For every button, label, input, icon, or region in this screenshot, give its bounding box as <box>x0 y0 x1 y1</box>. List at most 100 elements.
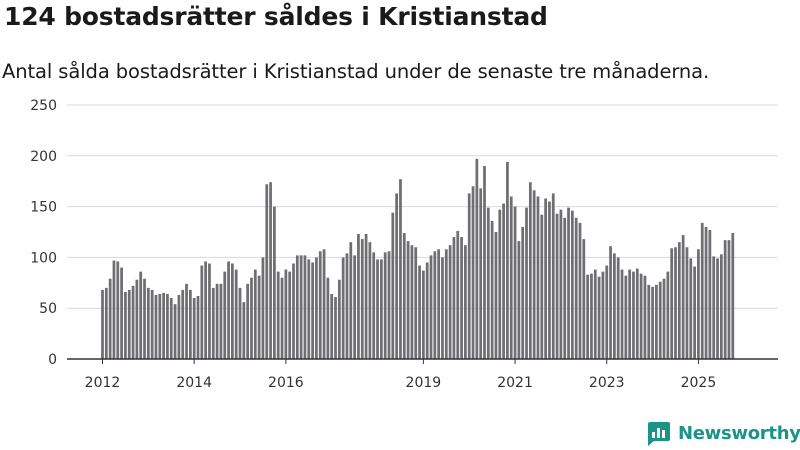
bar <box>315 257 318 359</box>
bar <box>540 214 544 359</box>
y-tick-label: 200 <box>30 149 57 165</box>
bar <box>341 257 345 359</box>
bar <box>486 207 490 359</box>
bar <box>429 255 433 359</box>
bar <box>616 257 620 359</box>
bar <box>139 271 143 359</box>
bar <box>525 207 528 359</box>
bar <box>177 294 181 359</box>
bar <box>349 242 353 359</box>
bar <box>597 276 601 359</box>
bar <box>567 207 570 359</box>
y-tick-label: 250 <box>30 98 57 114</box>
newsworthy-brand: Newsworthy <box>645 420 800 446</box>
bar <box>410 245 414 359</box>
bar <box>284 269 288 359</box>
bar <box>689 258 693 359</box>
bar <box>464 245 467 359</box>
bar <box>104 287 108 359</box>
bar <box>460 237 463 359</box>
bar <box>456 230 460 359</box>
bar <box>502 203 505 359</box>
bar <box>334 297 337 359</box>
bar <box>723 240 727 359</box>
bar <box>368 242 372 359</box>
bar <box>250 277 253 359</box>
bar <box>181 289 185 359</box>
bar <box>292 263 295 359</box>
bar <box>219 283 223 359</box>
bar <box>578 222 582 359</box>
bar <box>441 257 444 359</box>
bar <box>238 287 242 359</box>
bar <box>662 278 666 359</box>
bar <box>127 289 131 359</box>
bar <box>609 246 612 359</box>
bar <box>605 265 609 359</box>
bar <box>475 158 479 359</box>
bars <box>101 158 735 359</box>
bar <box>559 209 563 359</box>
bar <box>112 260 116 359</box>
bar <box>135 279 139 359</box>
bar <box>124 291 127 359</box>
bar <box>360 239 364 359</box>
bar <box>670 248 674 359</box>
bar <box>345 253 349 359</box>
bar <box>326 277 330 359</box>
bar <box>521 226 525 359</box>
bar <box>330 293 334 359</box>
bar <box>322 249 326 359</box>
bar <box>146 287 150 359</box>
bar <box>593 269 597 359</box>
bar <box>223 271 227 359</box>
bar <box>116 261 120 359</box>
bar <box>536 196 540 359</box>
bar <box>337 279 341 359</box>
bar <box>120 267 123 359</box>
bar <box>299 255 303 359</box>
bar <box>532 190 536 359</box>
bar <box>418 265 421 359</box>
bar <box>158 293 162 359</box>
bar <box>383 252 387 359</box>
bar <box>712 256 716 359</box>
bar <box>655 284 658 359</box>
bar <box>402 233 406 359</box>
bar <box>215 283 219 359</box>
bar <box>704 226 708 359</box>
bar <box>517 241 521 359</box>
bar <box>498 209 502 359</box>
y-tick-label: 100 <box>30 250 57 266</box>
bar <box>490 220 494 359</box>
bar <box>563 217 567 359</box>
bar <box>295 255 299 359</box>
bar <box>395 193 399 359</box>
bar <box>108 278 112 359</box>
y-tick-label: 150 <box>30 200 57 216</box>
bar <box>693 266 696 359</box>
bar <box>624 275 628 359</box>
bar <box>188 289 192 359</box>
bar <box>708 229 712 359</box>
bar <box>173 304 177 359</box>
bar <box>719 254 723 359</box>
bar <box>647 284 651 359</box>
annotations: 124 <box>727 0 754 4</box>
x-tick-label: 2025 <box>681 375 717 391</box>
bar <box>727 240 731 359</box>
bar <box>731 233 735 359</box>
bar <box>372 252 376 359</box>
newsworthy-logo-icon <box>648 422 670 446</box>
x-tick-label: 2012 <box>85 375 121 391</box>
bar <box>273 206 276 359</box>
bar <box>479 188 483 359</box>
bar <box>364 234 368 359</box>
bar <box>288 271 292 359</box>
bar <box>433 251 437 359</box>
bar <box>311 262 314 359</box>
bar <box>257 275 261 359</box>
y-tick-label: 50 <box>39 301 57 317</box>
x-tick-label: 2023 <box>589 375 625 391</box>
